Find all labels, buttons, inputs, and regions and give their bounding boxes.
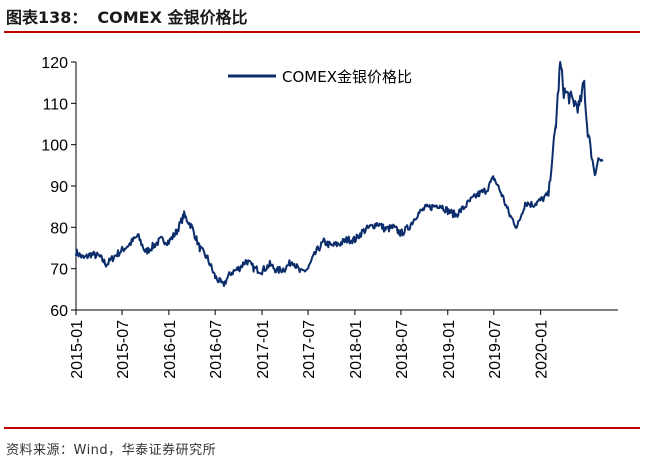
source-rule xyxy=(4,427,640,429)
axes xyxy=(71,61,618,315)
y-tick-label: 100 xyxy=(41,138,68,155)
y-tick-label: 90 xyxy=(50,179,68,196)
figure-title: 图表138： COMEX 金银价格比 xyxy=(6,4,248,28)
x-tick-label: 2020-01 xyxy=(534,320,551,379)
x-tick-label: 2015-07 xyxy=(115,320,132,379)
x-tick-label: 2018-01 xyxy=(348,320,365,379)
x-tick-label: 2019-07 xyxy=(487,320,504,379)
y-tick-label: 80 xyxy=(50,220,68,237)
x-tick-label: 2018-07 xyxy=(394,320,411,379)
x-tick-label: 2019-01 xyxy=(441,320,458,379)
y-tick-label: 70 xyxy=(50,262,68,279)
x-tick-label: 2016-01 xyxy=(162,320,179,379)
y-tick-label: 60 xyxy=(50,303,68,320)
legend-label: COMEX金银价格比 xyxy=(282,68,412,86)
x-tick-label: 2016-07 xyxy=(208,320,225,379)
x-tick-label: 2017-07 xyxy=(301,320,318,379)
legend: COMEX金银价格比 xyxy=(228,68,412,86)
plot-area xyxy=(75,61,604,287)
y-tick-label: 120 xyxy=(41,55,68,72)
series-line xyxy=(75,61,604,287)
source-note: 资料来源：Wind，华泰证券研究所 xyxy=(6,443,217,458)
x-tick-label: 2015-01 xyxy=(69,320,86,379)
title-rule xyxy=(4,31,640,33)
figure-title-prefix: 图表138： xyxy=(6,8,88,27)
x-tick-label: 2017-01 xyxy=(255,320,272,379)
figure-title-text: COMEX 金银价格比 xyxy=(97,8,248,27)
tick-labels: 60 70 80 90 100 110 120 2015-01 2015-07 2016-01 20… xyxy=(41,55,550,379)
y-tick-label: 110 xyxy=(42,96,68,113)
